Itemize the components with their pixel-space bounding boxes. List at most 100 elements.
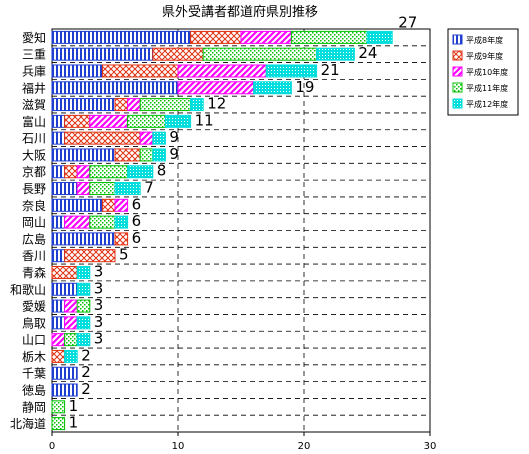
total-label: 2	[81, 346, 91, 364]
bar-京都-平成8年度	[51, 165, 66, 179]
category-label: 香川	[22, 249, 46, 263]
category-label: 大阪	[22, 148, 46, 162]
total-label: 6	[132, 212, 142, 230]
bar-香川-平成9年度	[64, 249, 116, 263]
legend-swatch	[452, 98, 463, 109]
category-label: 徳島	[22, 383, 46, 398]
category-label: 滋賀	[22, 98, 46, 112]
bar-富山-平成9年度	[64, 114, 91, 128]
x-tick-labels: 0 10 20 30	[49, 441, 437, 452]
bar-兵庫-平成10年度	[177, 64, 267, 78]
bar-広島-平成9年度	[114, 232, 129, 246]
bar-愛知-平成12年度	[366, 30, 393, 44]
category-label: 千葉	[22, 367, 46, 381]
total-label: 27	[398, 13, 417, 31]
total-label: 24	[358, 44, 377, 62]
bar-栃木-平成9年度	[51, 349, 66, 363]
bar-鳥取-平成10年度	[64, 316, 78, 330]
category-label: 富山	[22, 114, 46, 129]
bar-岡山-平成10年度	[64, 215, 91, 229]
category-label: 長野	[22, 182, 46, 196]
category-label: 鳥取	[22, 315, 46, 330]
category-label: 愛知	[22, 31, 46, 45]
total-label: 1	[69, 397, 79, 415]
bar-大阪-平成11年度	[139, 148, 154, 162]
category-label: 和歌山	[10, 282, 46, 297]
bar-愛知-平成9年度	[190, 30, 242, 44]
bar-兵庫-平成8年度	[51, 64, 103, 78]
bar-富山-平成12年度	[164, 114, 192, 128]
total-label: 5	[119, 246, 129, 264]
bar-岡山-平成8年度	[51, 215, 66, 229]
bar-富山-平成10年度	[89, 114, 129, 128]
total-label: 3	[94, 262, 104, 280]
bar-愛媛-平成11年度	[76, 299, 91, 313]
bar-山口-平成10年度	[51, 333, 66, 347]
bar-滋賀-平成11年度	[139, 98, 192, 112]
total-label: 21	[321, 61, 340, 79]
category-labels: 愛知三重兵庫福井滋賀富山石川大阪京都長野奈良岡山広島香川青森和歌山愛媛鳥取山口栃…	[10, 31, 46, 431]
total-label: 3	[94, 296, 104, 314]
bar-滋賀-平成8年度	[51, 98, 116, 112]
x-tick-label: 30	[424, 441, 437, 452]
total-label: 9	[169, 145, 179, 163]
bar-福井-平成12年度	[253, 81, 292, 95]
total-label: 11	[195, 111, 214, 129]
x-tick-label: 20	[298, 441, 311, 452]
total-label: 12	[207, 95, 226, 113]
bar-愛媛-平成8年度	[51, 299, 66, 313]
bars	[51, 30, 393, 431]
bar-三重-平成9年度	[152, 47, 204, 61]
bar-滋賀-平成12年度	[190, 98, 204, 112]
total-label: 6	[132, 195, 142, 213]
bar-福井-平成10年度	[177, 81, 255, 95]
legend-label: 平成11年度	[466, 83, 508, 93]
bar-滋賀-平成9年度	[114, 98, 129, 112]
bar-奈良-平成10年度	[114, 198, 129, 212]
total-label: 6	[132, 229, 142, 247]
total-label: 1	[69, 414, 79, 432]
bar-滋賀-平成10年度	[127, 98, 141, 112]
bar-大阪-平成12年度	[152, 148, 166, 162]
bar-三重-平成11年度	[202, 47, 318, 61]
bar-和歌山-平成8年度	[51, 282, 78, 296]
bar-京都-平成10年度	[76, 165, 91, 179]
bar-山口-平成11年度	[64, 333, 78, 347]
bar-京都-平成9年度	[64, 165, 78, 179]
bar-広島-平成8年度	[51, 232, 116, 246]
category-label: 愛媛	[22, 300, 46, 314]
total-label: 7	[144, 179, 154, 197]
bar-石川-平成8年度	[51, 131, 66, 145]
legend-swatch	[452, 66, 463, 77]
legend-label: 平成12年度	[466, 99, 508, 109]
x-tick-label: 0	[49, 441, 55, 452]
total-label: 3	[94, 330, 104, 348]
category-label: 三重	[22, 48, 46, 62]
bar-富山-平成11年度	[127, 114, 166, 128]
category-label: 山口	[22, 333, 46, 347]
bar-大阪-平成9年度	[114, 148, 141, 162]
bar-大阪-平成8年度	[51, 148, 116, 162]
grid-lines	[51, 28, 431, 433]
bar-奈良-平成9年度	[101, 198, 116, 212]
axes	[51, 432, 431, 436]
bar-栃木-平成12年度	[64, 349, 78, 363]
category-label: 青森	[22, 265, 46, 280]
total-label: 9	[169, 128, 179, 146]
bar-千葉-平成8年度	[51, 366, 78, 380]
bar-福井-平成8年度	[51, 81, 179, 95]
bar-青森-平成12年度	[76, 265, 91, 279]
bar-徳島-平成8年度	[51, 383, 78, 397]
legend-swatch	[452, 82, 463, 93]
category-label: 奈良	[22, 198, 46, 213]
legend-swatch	[452, 50, 463, 61]
legend-label: 平成10年度	[466, 67, 508, 77]
category-label: 広島	[22, 231, 46, 246]
chart-title: 県外受講者都道府県別推移	[162, 4, 318, 20]
category-label: 兵庫	[22, 64, 46, 78]
bar-石川-平成9年度	[64, 131, 141, 145]
bar-奈良-平成8年度	[51, 198, 103, 212]
